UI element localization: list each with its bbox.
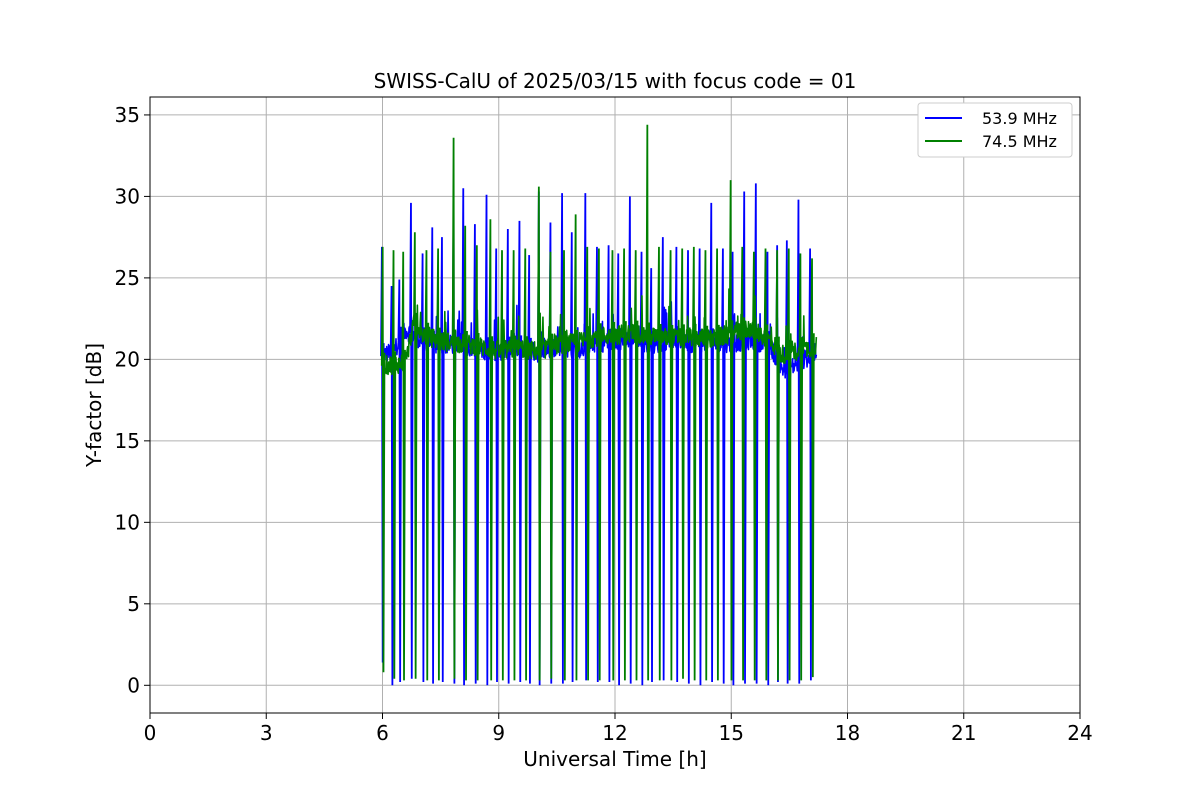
spike-74-5-mhz xyxy=(775,250,780,681)
spike-53-9-mhz xyxy=(409,202,414,679)
y-tick-label: 30 xyxy=(115,184,140,208)
spike-74-5-mhz xyxy=(715,248,720,681)
x-tick-label: 24 xyxy=(1067,721,1092,745)
spike-53-9-mhz xyxy=(517,220,523,683)
spike-53-9-mhz xyxy=(569,232,575,683)
legend-box xyxy=(917,102,1073,158)
spike-74-5-mhz xyxy=(585,246,590,681)
y-axis-label: Y-factor [dB] xyxy=(82,343,106,468)
y-tick-label: 10 xyxy=(115,510,140,534)
spike-74-5-mhz xyxy=(391,250,397,679)
x-axis-label: Universal Time [h] xyxy=(523,747,706,771)
spike-74-5-mhz xyxy=(562,250,567,681)
spike-53-9-mhz xyxy=(628,196,633,684)
spike-74-5-mhz xyxy=(424,250,430,681)
y-tick-label: 5 xyxy=(127,592,140,616)
spike-74-5-mhz xyxy=(511,250,517,681)
spike-74-5-mhz xyxy=(692,246,697,681)
spike-53-9-mhz xyxy=(808,248,813,681)
y-tick-label: 25 xyxy=(115,266,140,290)
spike-74-5-mhz xyxy=(752,251,757,681)
x-tick-label: 18 xyxy=(835,721,860,745)
x-tick-label: 15 xyxy=(719,721,744,745)
spike-74-5-mhz xyxy=(728,180,734,681)
x-tick-label: 12 xyxy=(602,721,627,745)
y-tick-label: 20 xyxy=(115,347,140,371)
spike-74-5-mhz xyxy=(413,232,418,679)
spike-53-9-mhz xyxy=(420,253,426,683)
legend-label-74-5-mhz: 74.5 MHz xyxy=(982,132,1057,151)
spike-53-9-mhz xyxy=(430,227,435,684)
spike-53-9-mhz xyxy=(785,240,790,684)
spike-74-5-mhz xyxy=(740,246,745,681)
spike-74-5-mhz xyxy=(500,250,505,681)
x-tick-label: 6 xyxy=(376,721,389,745)
spike-74-5-mhz xyxy=(786,248,792,681)
y-tick-label: 15 xyxy=(115,429,140,453)
spike-53-9-mhz xyxy=(606,245,612,683)
spike-53-9-mhz xyxy=(473,224,478,684)
spike-53-9-mhz xyxy=(560,193,565,684)
x-tick-label: 9 xyxy=(492,721,505,745)
spike-74-5-mhz xyxy=(401,251,406,681)
spike-53-9-mhz xyxy=(639,251,645,686)
x-tick-label: 21 xyxy=(951,721,976,745)
spike-74-5-mhz xyxy=(610,250,616,681)
spike-53-9-mhz xyxy=(765,251,771,686)
spike-74-5-mhz xyxy=(763,248,769,681)
spike-53-9-mhz xyxy=(674,246,680,683)
spike-74-5-mhz xyxy=(703,250,709,681)
spike-53-9-mhz xyxy=(730,251,736,686)
spike-74-5-mhz xyxy=(475,245,480,681)
spike-53-9-mhz xyxy=(494,248,499,683)
spike-74-5-mhz xyxy=(633,250,639,681)
spike-74-5-mhz xyxy=(488,219,494,681)
spike-53-9-mhz xyxy=(616,253,621,686)
spike-74-5-mhz xyxy=(798,253,804,681)
spike-53-9-mhz xyxy=(461,188,466,686)
spike-53-9-mhz xyxy=(709,202,714,683)
x-tick-label: 0 xyxy=(144,721,157,745)
spike-53-9-mhz xyxy=(506,228,511,684)
spike-53-9-mhz xyxy=(796,199,802,684)
series-74-5-mhz xyxy=(380,124,818,681)
spike-74-5-mhz xyxy=(680,248,685,679)
spike-74-5-mhz xyxy=(657,246,662,681)
spike-53-9-mhz xyxy=(484,194,490,686)
ticks: 0 3 6 9 12 15 18 21 24 0 5 10 15 20 25 30 35 xyxy=(115,103,1093,745)
y-tick-label: 0 xyxy=(127,673,140,697)
spike-74-5-mhz xyxy=(436,248,441,681)
spike-74-5-mhz xyxy=(597,248,602,681)
spike-74-5-mhz xyxy=(622,248,627,681)
legend: 53.9 MHz 74.5 MHz xyxy=(917,102,1073,158)
spike-53-9-mhz xyxy=(583,193,589,681)
spike-53-9-mhz xyxy=(686,250,691,684)
spike-53-9-mhz xyxy=(389,286,395,686)
spike-74-5-mhz xyxy=(573,214,579,681)
spike-74-5-mhz xyxy=(523,248,528,681)
chart-title: SWISS-CalU of 2025/03/15 with focus code… xyxy=(374,69,857,93)
spike-74-5-mhz xyxy=(810,258,815,678)
spike-53-9-mhz xyxy=(721,248,726,684)
spike-74-5-mhz xyxy=(451,137,457,679)
spike-53-9-mhz xyxy=(527,255,532,684)
spike-53-9-mhz xyxy=(649,268,654,683)
spike-53-9-mhz xyxy=(595,246,600,683)
spike-53-9-mhz xyxy=(397,279,403,683)
x-tick-label: 3 xyxy=(260,721,273,745)
y-tick-label: 35 xyxy=(115,103,140,127)
spike-74-5-mhz xyxy=(548,251,554,679)
legend-label-53-9-mhz: 53.9 MHz xyxy=(982,109,1057,128)
spike-74-5-mhz xyxy=(537,186,542,681)
spike-74-5-mhz xyxy=(668,250,674,681)
spike-74-5-mhz xyxy=(380,246,386,673)
spike-53-9-mhz xyxy=(697,248,703,686)
spike-74-5-mhz xyxy=(645,124,651,681)
spike-74-5-mhz xyxy=(463,225,468,681)
series-layer xyxy=(380,124,818,686)
spike-53-9-mhz xyxy=(661,237,666,681)
spike-53-9-mhz xyxy=(440,237,445,683)
